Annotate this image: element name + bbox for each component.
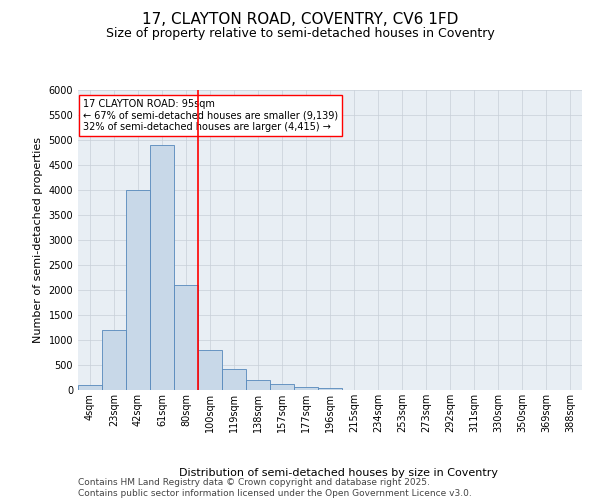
Bar <box>126 190 150 390</box>
Text: 17 CLAYTON ROAD: 95sqm
← 67% of semi-detached houses are smaller (9,139)
32% of : 17 CLAYTON ROAD: 95sqm ← 67% of semi-det… <box>83 99 338 132</box>
Text: Size of property relative to semi-detached houses in Coventry: Size of property relative to semi-detach… <box>106 28 494 40</box>
Bar <box>78 385 102 390</box>
Y-axis label: Number of semi-detached properties: Number of semi-detached properties <box>33 137 43 343</box>
Text: Contains HM Land Registry data © Crown copyright and database right 2025.
Contai: Contains HM Land Registry data © Crown c… <box>78 478 472 498</box>
Bar <box>102 330 126 390</box>
Bar <box>150 145 174 390</box>
Bar <box>222 368 246 390</box>
Text: Distribution of semi-detached houses by size in Coventry: Distribution of semi-detached houses by … <box>179 468 499 477</box>
Bar <box>318 388 342 390</box>
Bar <box>246 380 270 390</box>
Bar <box>270 384 294 390</box>
Bar <box>174 285 198 390</box>
Bar <box>294 386 318 390</box>
Bar <box>198 350 222 390</box>
Text: 17, CLAYTON ROAD, COVENTRY, CV6 1FD: 17, CLAYTON ROAD, COVENTRY, CV6 1FD <box>142 12 458 28</box>
